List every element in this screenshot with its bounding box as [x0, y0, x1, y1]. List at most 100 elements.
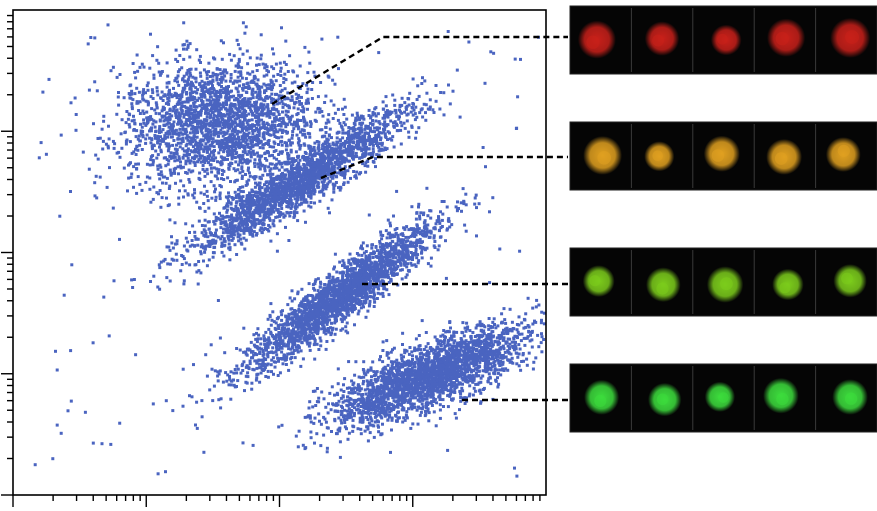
scatter-point [200, 143, 204, 147]
scatter-point [205, 98, 209, 102]
scatter-point [257, 191, 261, 195]
scatter-point [231, 236, 235, 240]
scatter-point [240, 103, 244, 107]
scatter-point [277, 118, 281, 122]
scatter-point [317, 140, 321, 144]
scatter-point [291, 167, 295, 170]
scatter-point [378, 147, 382, 151]
scatter-point [424, 118, 428, 122]
scatter-point [267, 213, 271, 217]
scatter-point [148, 163, 152, 167]
scatter-point [297, 125, 301, 129]
scatter-point [378, 131, 382, 135]
scatter-point [199, 129, 203, 133]
scatter-point [104, 142, 108, 146]
scatter-point [194, 80, 198, 84]
scatter-point [184, 261, 188, 265]
scatter-point [246, 159, 250, 163]
scatter-point [263, 152, 267, 156]
scatter-point [270, 318, 274, 322]
scatter-point [322, 193, 326, 197]
scatter-point [255, 56, 259, 60]
scatter-point [127, 163, 130, 167]
scatter-point [238, 227, 242, 231]
scatter-point [201, 167, 205, 171]
scatter-point [308, 163, 312, 166]
scatter-point [206, 137, 209, 141]
scatter-point [245, 197, 249, 201]
scatter-point [332, 167, 336, 170]
scatter-point [296, 219, 300, 223]
scatter-point [256, 218, 260, 222]
scatter-point [273, 119, 277, 123]
scatter-point [229, 58, 233, 62]
scatter-point [351, 129, 355, 133]
scatter-point [299, 309, 303, 313]
scatter-point [153, 125, 157, 129]
scatter-point [259, 85, 263, 89]
scatter-point [288, 171, 292, 175]
scatter-point [223, 215, 227, 219]
scatter-point [253, 109, 257, 113]
scatter-point [263, 91, 266, 95]
scatter-point [242, 231, 246, 235]
scatter-point [273, 200, 277, 204]
scatter-point [297, 185, 300, 189]
scatter-point [247, 209, 251, 213]
scatter-point [278, 219, 282, 223]
scatter-point [352, 145, 356, 149]
scatter-point [191, 115, 195, 119]
scatter-point [207, 61, 211, 65]
scatter-point [148, 187, 152, 191]
scatter-point [209, 166, 213, 170]
scatter-point [355, 146, 359, 150]
scatter-point [209, 107, 213, 111]
scatter-point [326, 182, 330, 186]
scatter-point [213, 245, 217, 249]
scatter-point [340, 151, 344, 155]
scatter-point [158, 266, 162, 270]
scatter-point [189, 73, 193, 77]
scatter-point [414, 105, 418, 109]
scatter-point [231, 225, 235, 229]
scatter-point [309, 120, 312, 124]
scatter-point [226, 150, 230, 154]
scatter-point [218, 369, 222, 373]
scatter-point [279, 74, 283, 77]
scatter-point [101, 147, 105, 151]
scatter-point [216, 131, 220, 135]
scatter-point [255, 127, 259, 131]
scatter-point [349, 153, 353, 157]
scatter-point [207, 244, 211, 248]
scatter-point [292, 70, 296, 74]
scatter-point [188, 87, 192, 91]
scatter-point [220, 250, 224, 254]
scatter-point [227, 167, 231, 171]
scatter-point [219, 39, 223, 43]
scatter-point [315, 140, 319, 143]
scatter-point [132, 114, 135, 118]
scatter-point [297, 143, 301, 147]
scatter-point [313, 74, 317, 78]
scatter-point [292, 160, 296, 163]
scatter-point [208, 75, 212, 78]
scatter-point [161, 139, 165, 143]
scatter-point [159, 135, 162, 139]
scatter-point [393, 228, 397, 232]
scatter-point [322, 154, 326, 158]
scatter-point [156, 153, 160, 157]
scatter-point [259, 33, 263, 37]
scatter-point [333, 111, 337, 115]
scatter-point [322, 159, 326, 163]
scatter-point [228, 112, 232, 116]
scatter-point [387, 113, 391, 116]
scatter-point [298, 186, 302, 190]
scatter-point [234, 64, 238, 68]
scatter-point [316, 164, 320, 167]
scatter-point [218, 123, 221, 127]
scatter-point [247, 150, 251, 154]
scatter-point [297, 203, 301, 207]
scatter-point [191, 224, 195, 228]
scatter-point [186, 43, 190, 47]
scatter-point [127, 123, 131, 127]
